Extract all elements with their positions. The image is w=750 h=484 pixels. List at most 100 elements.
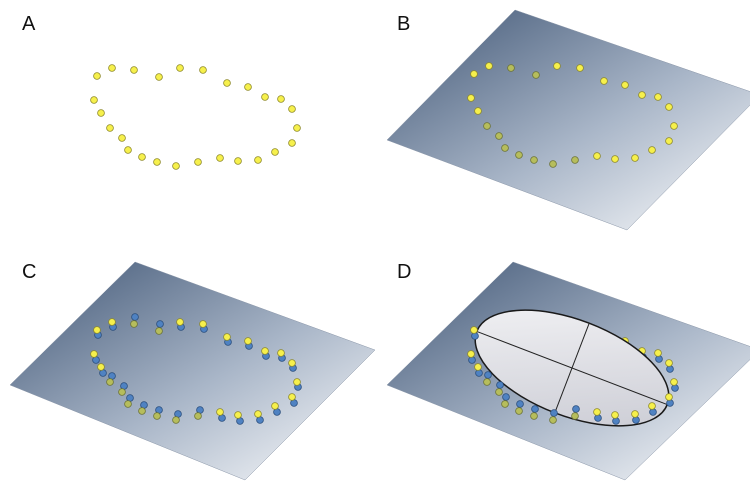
point bbox=[176, 64, 184, 72]
point bbox=[571, 412, 579, 420]
point bbox=[648, 402, 656, 410]
point bbox=[571, 156, 579, 164]
point bbox=[288, 359, 296, 367]
point bbox=[90, 96, 98, 104]
point bbox=[553, 62, 561, 70]
point bbox=[199, 320, 207, 328]
point bbox=[156, 320, 164, 328]
panel-label: D bbox=[397, 261, 411, 283]
point bbox=[665, 393, 673, 401]
point bbox=[530, 412, 538, 420]
point bbox=[254, 410, 262, 418]
point bbox=[483, 378, 491, 386]
point bbox=[670, 378, 678, 386]
point bbox=[470, 70, 478, 78]
point bbox=[495, 132, 503, 140]
point bbox=[631, 154, 639, 162]
point bbox=[654, 93, 662, 101]
point bbox=[172, 416, 180, 424]
point bbox=[483, 122, 491, 130]
plane-b bbox=[386, 9, 750, 231]
point bbox=[194, 412, 202, 420]
point bbox=[485, 62, 493, 70]
point bbox=[124, 400, 132, 408]
point bbox=[254, 156, 262, 164]
point bbox=[593, 152, 601, 160]
point bbox=[153, 158, 161, 166]
point bbox=[600, 77, 608, 85]
panel-label: B bbox=[397, 13, 410, 35]
point bbox=[654, 349, 662, 357]
point bbox=[549, 416, 557, 424]
point bbox=[234, 411, 242, 419]
point bbox=[93, 72, 101, 80]
point bbox=[576, 64, 584, 72]
point bbox=[648, 146, 656, 154]
point bbox=[572, 405, 580, 413]
point bbox=[130, 320, 138, 328]
point bbox=[474, 363, 482, 371]
point bbox=[223, 333, 231, 341]
point bbox=[234, 157, 242, 165]
point bbox=[138, 153, 146, 161]
plane-c bbox=[9, 261, 376, 481]
point bbox=[611, 155, 619, 163]
panel-label: C bbox=[22, 261, 36, 283]
point bbox=[261, 93, 269, 101]
point bbox=[131, 313, 139, 321]
point bbox=[216, 408, 224, 416]
point bbox=[532, 71, 540, 79]
point bbox=[515, 151, 523, 159]
point bbox=[277, 349, 285, 357]
point bbox=[277, 95, 285, 103]
point bbox=[108, 318, 116, 326]
point bbox=[108, 64, 116, 72]
point bbox=[97, 109, 105, 117]
point bbox=[288, 393, 296, 401]
point bbox=[97, 363, 105, 371]
point bbox=[611, 411, 619, 419]
point bbox=[244, 83, 252, 91]
point bbox=[293, 124, 301, 132]
point bbox=[155, 73, 163, 81]
point bbox=[172, 162, 180, 170]
point bbox=[138, 407, 146, 415]
point bbox=[495, 388, 503, 396]
point bbox=[501, 144, 509, 152]
point bbox=[507, 64, 515, 72]
point bbox=[550, 409, 558, 417]
point bbox=[199, 66, 207, 74]
point bbox=[515, 407, 523, 415]
point bbox=[288, 105, 296, 113]
point bbox=[288, 139, 296, 147]
point bbox=[106, 378, 114, 386]
point bbox=[665, 137, 673, 145]
point bbox=[176, 318, 184, 326]
point bbox=[502, 393, 510, 401]
point bbox=[530, 156, 538, 164]
point bbox=[474, 107, 482, 115]
point bbox=[631, 410, 639, 418]
point bbox=[470, 326, 478, 334]
point bbox=[244, 337, 252, 345]
point bbox=[124, 146, 132, 154]
point bbox=[130, 66, 138, 74]
point bbox=[467, 350, 475, 358]
point bbox=[153, 412, 161, 420]
point bbox=[496, 381, 504, 389]
point bbox=[118, 134, 126, 142]
point bbox=[531, 405, 539, 413]
point bbox=[261, 347, 269, 355]
point bbox=[271, 148, 279, 156]
point bbox=[549, 160, 557, 168]
point bbox=[293, 378, 301, 386]
point bbox=[155, 327, 163, 335]
point bbox=[484, 371, 492, 379]
point bbox=[665, 103, 673, 111]
point bbox=[216, 154, 224, 162]
point bbox=[118, 388, 126, 396]
point bbox=[106, 124, 114, 132]
point bbox=[621, 81, 629, 89]
point bbox=[93, 326, 101, 334]
point bbox=[638, 91, 646, 99]
